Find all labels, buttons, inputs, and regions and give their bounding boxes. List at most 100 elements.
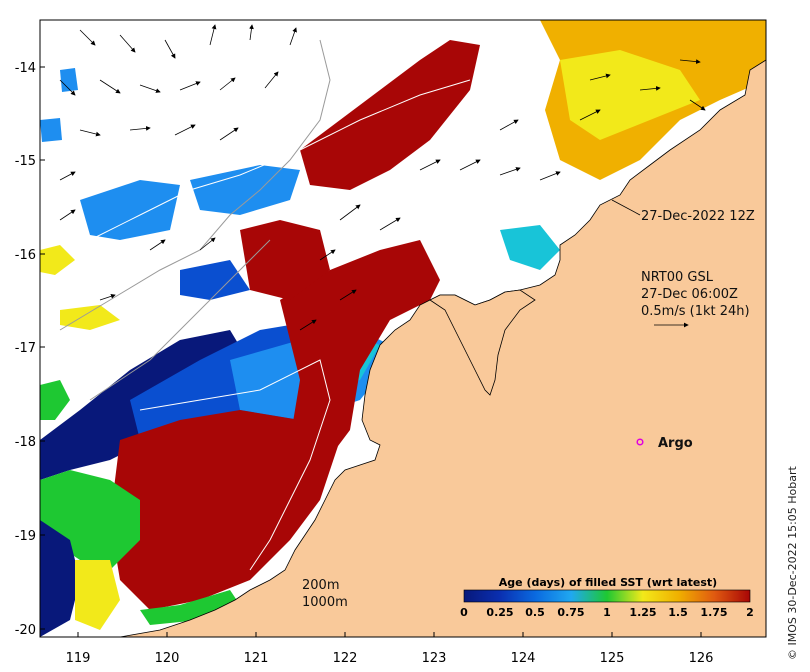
timestamp-label: 27-Dec-2022 12Z: [641, 209, 755, 224]
current-arrow: [219, 77, 236, 91]
current-arrow: [59, 171, 76, 181]
colorbar: Age (days) of filled SST (wrt latest) 0 …: [455, 573, 760, 629]
land-kingsound-inlet: [429, 289, 536, 396]
current-arrow: [164, 39, 176, 59]
current-arrow: [459, 159, 481, 171]
colorbar-tick: 1.75: [700, 606, 727, 619]
y-tick-label: -20: [15, 623, 36, 638]
current-arrow: [249, 24, 254, 41]
current-vectors: [59, 24, 706, 331]
sst-cyan-east: [500, 225, 560, 270]
x-tick-label: 125: [600, 651, 625, 666]
imos-credit: © IMOS 30-Dec-2022 15:05 Hobart: [786, 466, 799, 660]
sst-yellow-west2: [60, 305, 120, 330]
colorbar-tick: 1.5: [668, 606, 688, 619]
current-arrow: [679, 59, 701, 64]
colorbar-tick: 0.25: [486, 606, 513, 619]
colorbar-tick: 0.75: [557, 606, 584, 619]
current-arrow: [339, 204, 361, 221]
current-arrow: [79, 29, 96, 46]
current-arrow: [179, 81, 201, 91]
current-arrow: [174, 124, 196, 136]
current-arrow: [319, 249, 336, 261]
current-arrow: [99, 79, 121, 94]
current-arrow: [59, 209, 76, 221]
current-arrow: [149, 239, 166, 251]
sst-green-edge: [40, 380, 70, 420]
y-tick-label: -18: [15, 435, 36, 450]
current-arrow: [99, 293, 116, 301]
current-arrow: [639, 86, 661, 91]
timestamp-pointer: [611, 199, 641, 216]
current-arrow: [339, 289, 357, 301]
x-tick-label: 126: [689, 651, 714, 666]
y-tick-label: -14: [15, 61, 36, 76]
current-arrow: [79, 129, 101, 137]
isobath-1000m-label: 1000m: [302, 595, 348, 610]
sst-red-mid: [240, 220, 330, 300]
isobath-1000m-line: [59, 39, 331, 331]
current-arrow: [499, 167, 521, 176]
current-scale: 0.5m/s (1kt 24h): [641, 304, 750, 319]
plot-frame: [39, 19, 767, 638]
sst-blue-small: [40, 118, 62, 142]
y-tick-label: -17: [15, 341, 36, 356]
current-arrow: [499, 119, 519, 131]
argo-label: Argo: [658, 436, 693, 451]
x-tick-label: 121: [244, 651, 269, 666]
colorbar-gradient: [463, 589, 751, 603]
argo-marker: [636, 438, 644, 446]
current-arrow: [689, 99, 706, 111]
y-tick-label: -19: [15, 529, 36, 544]
current-time: 27-Dec 06:00Z: [641, 287, 738, 302]
map-annotations: 27-Dec-2022 12Z NRT00 GSL 27-Dec 06:00Z …: [302, 209, 755, 610]
x-tick-label: 123: [422, 651, 447, 666]
sst-blue-north: [80, 180, 180, 240]
sst-yellow-southwest: [75, 560, 120, 630]
colorbar-tick: 0.5: [525, 606, 545, 619]
land-australia: [119, 59, 766, 637]
x-tick-label: 122: [333, 651, 358, 666]
current-arrow: [59, 79, 76, 96]
x-tick-label: 119: [66, 651, 91, 666]
sst-red-southwest: [110, 410, 340, 610]
x-tick-label: 124: [511, 651, 536, 666]
colorbar-tick: 1: [603, 606, 611, 619]
current-arrow: [579, 109, 601, 121]
x-tick-label: 120: [155, 651, 180, 666]
isobath-1000m-line-west: [89, 239, 271, 401]
y-tick-label: -15: [15, 154, 36, 169]
current-arrow: [139, 84, 161, 93]
sst-navy-southwest: [40, 520, 80, 637]
sst-red-coastal: [280, 240, 440, 470]
current-arrow: [209, 24, 217, 46]
current-arrow: [419, 159, 441, 171]
colorbar-tick: 2: [746, 606, 754, 619]
isobath-200m-line: [89, 79, 471, 241]
sst-blue-north3: [180, 260, 250, 300]
sst-lightyellow-northeast: [560, 50, 700, 140]
current-arrow: [539, 171, 561, 181]
current-arrow: [219, 127, 239, 141]
current-arrow: [289, 27, 297, 46]
current-arrow: [379, 217, 401, 231]
y-axis: -14 -15 -16 -17 -18 -19 -20: [15, 61, 45, 638]
isobath-200m-line-south: [139, 359, 331, 571]
current-arrow: [589, 73, 611, 81]
current-arrow: [199, 237, 216, 251]
colorbar-tick: 0: [460, 606, 468, 619]
current-arrow: [119, 34, 136, 53]
x-axis: 119 120 121 122 123 124 125 126: [66, 632, 714, 666]
sst-red-north: [300, 40, 480, 190]
colorbar-title: Age (days) of filled SST (wrt latest): [499, 576, 717, 589]
sst-yellow-west: [40, 245, 75, 275]
isobath-200m-label: 200m: [302, 578, 339, 593]
sst-blue-small2: [60, 68, 78, 92]
current-arrow: [299, 319, 317, 331]
current-title: NRT00 GSL: [641, 270, 714, 285]
current-arrow: [129, 126, 151, 131]
y-tick-label: -16: [15, 248, 36, 263]
current-arrow: [264, 71, 279, 89]
colorbar-tick: 1.25: [629, 606, 656, 619]
